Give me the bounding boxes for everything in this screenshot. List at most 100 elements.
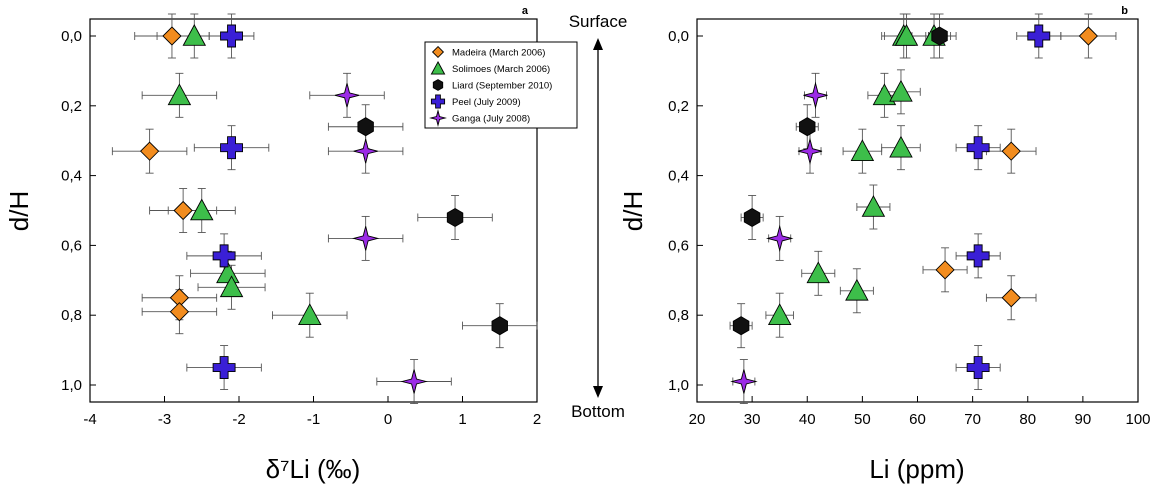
data-point-solimoes — [894, 24, 919, 46]
data-point-madeira — [1001, 141, 1021, 161]
legend-marker-liard — [432, 79, 444, 91]
data-point-solimoes — [845, 278, 869, 301]
data-point-ganga — [803, 81, 828, 110]
y-tick-label: 0,2 — [668, 98, 689, 115]
y-tick-label: 0,4 — [61, 168, 82, 185]
legend-box — [424, 41, 578, 129]
legend-label: Liard (September 2010) — [452, 81, 552, 92]
panel-a-x-axis-label: δ⁷Li (‰) — [266, 454, 361, 484]
data-point-madeira — [169, 302, 190, 322]
data-point-madeira — [162, 26, 182, 46]
legend-marker-madeira — [431, 45, 445, 59]
data-point-madeira — [935, 260, 955, 280]
data-point-solimoes — [182, 24, 207, 46]
arrow-up-icon — [593, 38, 603, 50]
data-point-liard — [491, 316, 508, 336]
y-tick-label: 0,8 — [61, 307, 82, 324]
legend-marker-solimoes — [430, 60, 446, 75]
x-tick-label: 40 — [799, 411, 816, 428]
data-point-solimoes — [889, 79, 913, 102]
data-point-peel — [966, 244, 990, 268]
x-tick-label: -3 — [158, 411, 171, 428]
surface-label: Surface — [569, 12, 628, 31]
data-point-ganga — [797, 137, 823, 165]
data-point-solimoes — [872, 83, 897, 106]
x-tick-label: -2 — [232, 411, 245, 428]
x-tick-label: 0 — [384, 411, 392, 428]
x-tick-label: 2 — [533, 411, 541, 428]
data-point-solimoes — [850, 139, 875, 161]
y-tick-label: 0,6 — [668, 237, 689, 254]
data-point-solimoes — [298, 303, 322, 325]
data-point-madeira — [1078, 26, 1099, 46]
legend-label: Solimoes (March 2006) — [452, 64, 550, 75]
panel-a-y-axis-label: d/H — [4, 191, 34, 231]
panel-a-label: a — [522, 5, 529, 17]
panel-b-scatter: b Li (ppm) d/H 20 30 40 50 60 70 80 90 100 0,0 0,2… — [618, 5, 1151, 484]
data-point-liard — [931, 26, 948, 46]
legend-marker-ganga — [429, 109, 447, 127]
data-point-ganga — [400, 369, 428, 394]
x-tick-label: 70 — [964, 411, 981, 428]
x-tick-label: 90 — [1075, 411, 1092, 428]
panel-a-scatter: a δ⁷Li (‰) d/H -4 -3 -2 -1 0 1 2 0,0 0,2 0,4 0,6 0,… — [4, 5, 578, 484]
x-tick-label: 100 — [1125, 411, 1150, 428]
y-tick-label: 0,0 — [61, 28, 82, 45]
data-point-madeira — [173, 200, 193, 221]
x-tick-label: 30 — [744, 411, 761, 428]
data-point-peel — [966, 136, 990, 160]
data-point-madeira — [139, 141, 160, 161]
data-point-solimoes — [767, 303, 792, 325]
data-point-madeira — [1001, 288, 1021, 308]
data-point-liard — [357, 117, 374, 137]
legend-label: Madeira (March 2006) — [452, 48, 545, 59]
legend-label: Peel (July 2009) — [452, 97, 521, 108]
data-point-peel — [966, 356, 990, 379]
data-point-ganga — [334, 83, 360, 108]
data-point-peel — [220, 24, 244, 48]
bottom-label: Bottom — [571, 402, 625, 421]
y-tick-label: 0,0 — [668, 28, 689, 45]
data-point-solimoes — [889, 135, 913, 158]
data-point-liard — [799, 117, 816, 137]
data-point-liard — [446, 207, 464, 228]
data-point-peel — [212, 244, 236, 268]
data-point-ganga — [353, 139, 378, 164]
data-point-liard — [732, 316, 750, 336]
data-point-solimoes — [167, 83, 192, 106]
x-tick-label: -1 — [307, 411, 320, 428]
panel-b-label: b — [1121, 5, 1128, 17]
data-point-solimoes — [861, 195, 886, 217]
y-tick-label: 0,8 — [668, 307, 689, 324]
data-point-solimoes — [806, 261, 831, 284]
legend-label: Ganga (July 2008) — [452, 114, 530, 125]
data-point-solimoes — [219, 275, 244, 298]
legend-marker-peel — [430, 94, 446, 109]
x-tick-label: 60 — [909, 411, 926, 428]
y-tick-label: 0,6 — [61, 237, 82, 254]
y-tick-label: 1,0 — [668, 377, 689, 394]
arrow-down-icon — [593, 386, 603, 398]
x-tick-label: -4 — [83, 411, 96, 428]
data-point-ganga — [765, 224, 794, 253]
data-point-peel — [212, 356, 236, 379]
panel-b-frame — [696, 18, 1139, 403]
x-tick-label: 50 — [854, 411, 871, 428]
x-tick-label: 1 — [458, 411, 466, 428]
y-tick-label: 0,2 — [61, 98, 82, 115]
data-point-solimoes — [189, 198, 214, 221]
data-point-ganga — [351, 226, 380, 251]
depth-arrow: Surface Bottom — [569, 12, 628, 421]
x-tick-label: 80 — [1019, 411, 1036, 428]
legend: Madeira (March 2006) Solimoes (March 2006… — [424, 41, 578, 129]
y-tick-label: 0,4 — [668, 168, 689, 185]
data-point-ganga — [730, 369, 758, 394]
data-point-peel — [1027, 24, 1051, 48]
data-point-peel — [220, 136, 244, 160]
data-point-liard — [743, 207, 761, 228]
panel-b-x-axis-label: Li (ppm) — [869, 454, 964, 484]
x-tick-label: 20 — [689, 411, 706, 428]
panel-b-y-axis-label: d/H — [618, 191, 648, 231]
y-tick-label: 1,0 — [61, 377, 82, 394]
